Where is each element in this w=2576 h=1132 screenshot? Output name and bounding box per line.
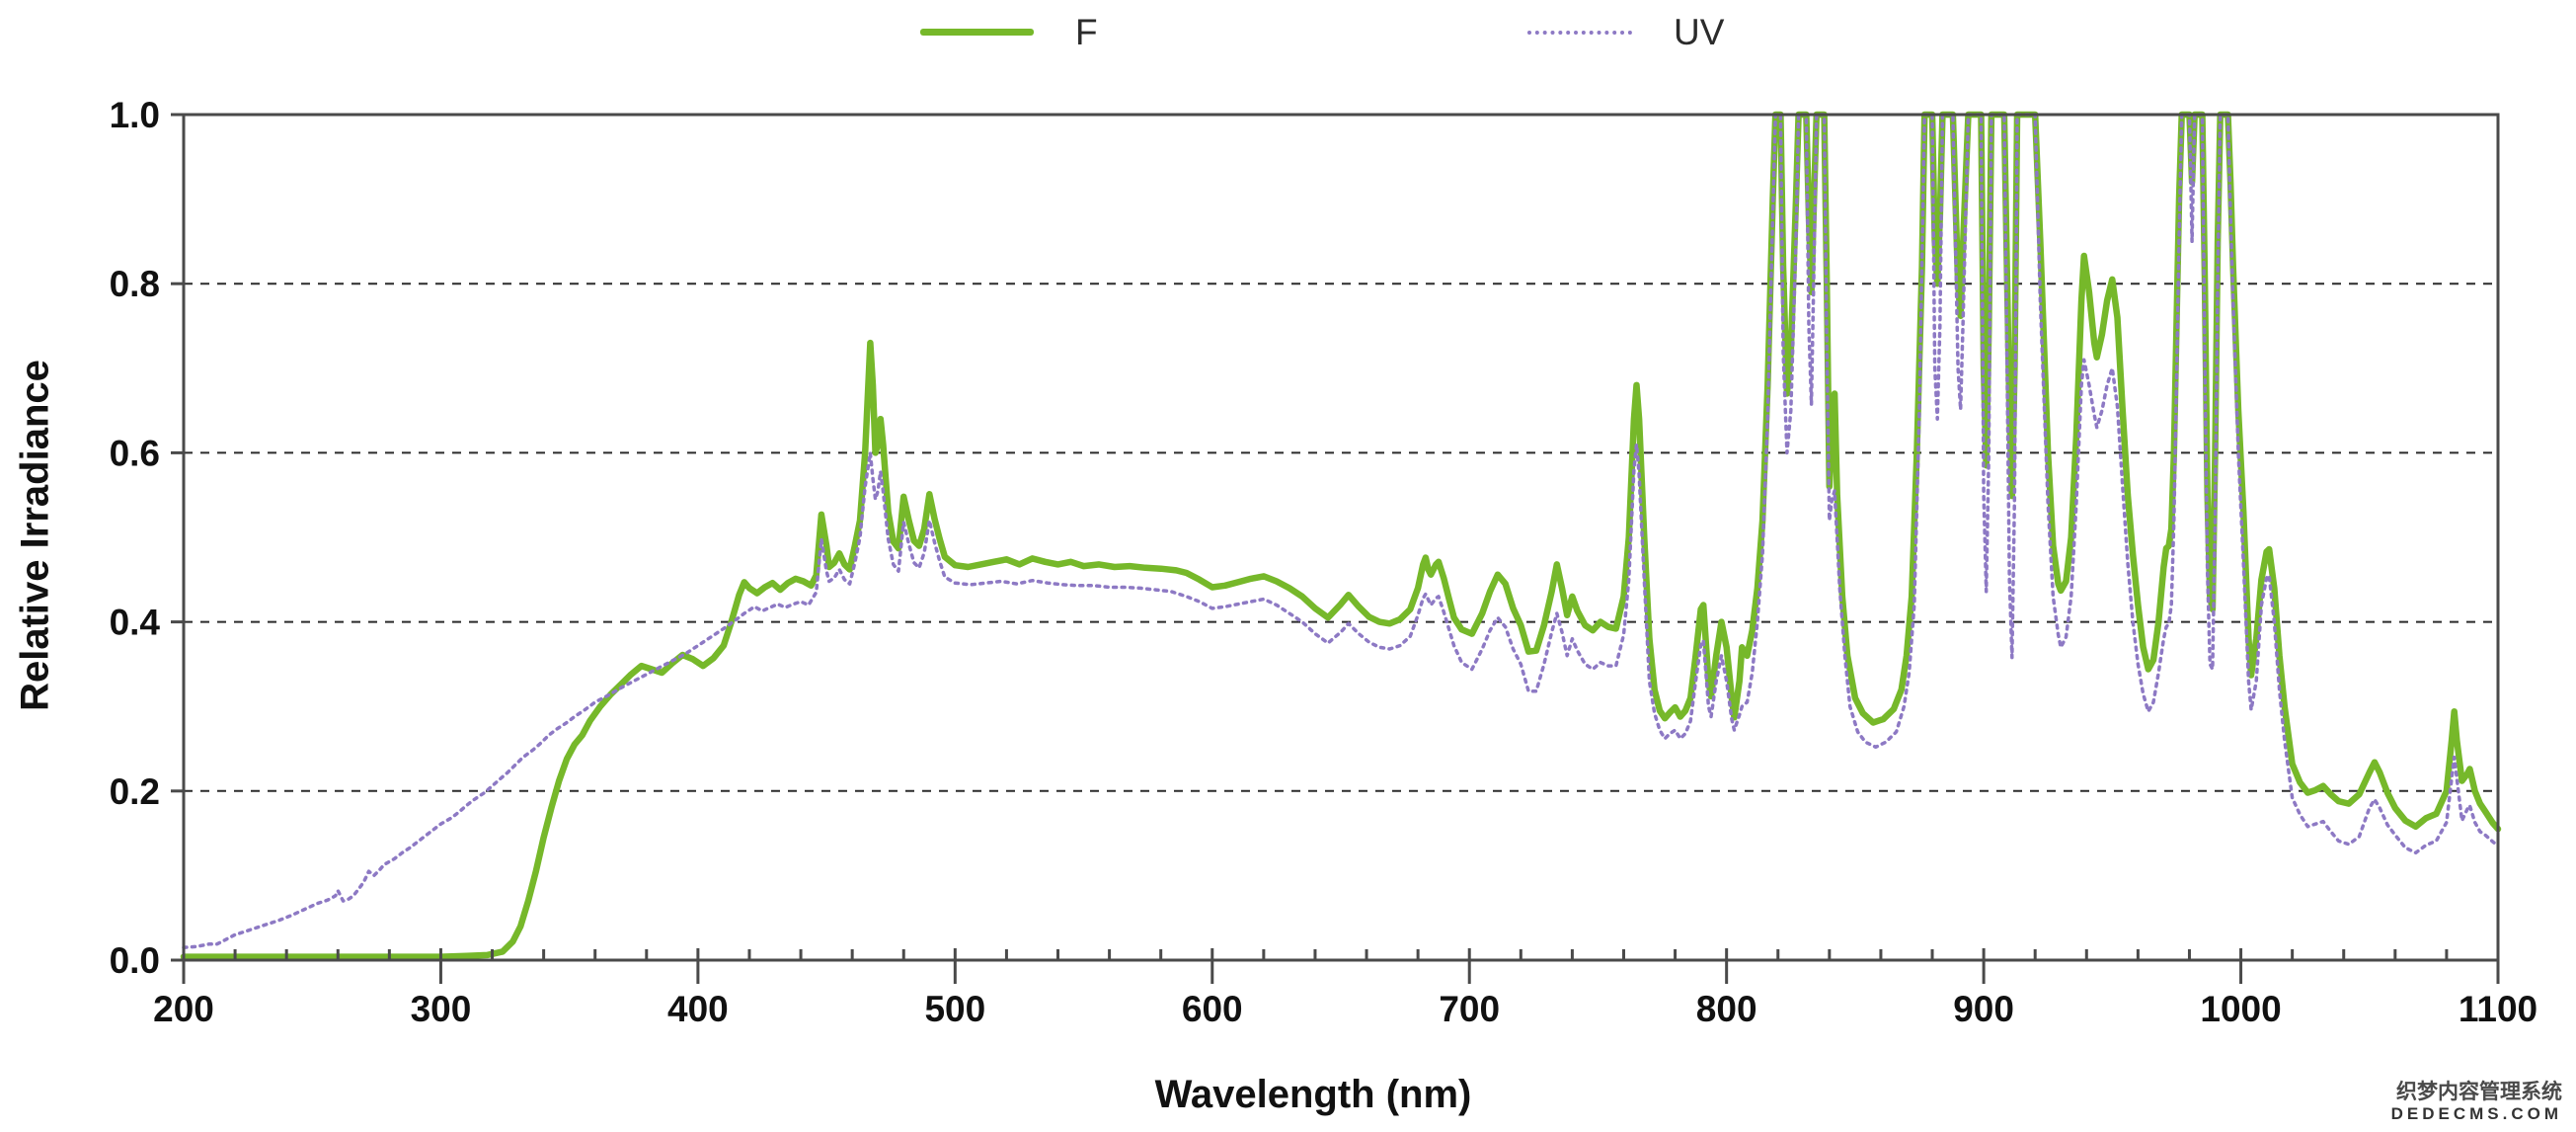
legend-line-f-icon [920,29,1034,36]
x-tick-label-200: 200 [153,989,214,1029]
x-tick-label-300: 300 [411,989,472,1029]
plot-border [182,113,2500,962]
legend-item-f: F [920,14,1098,50]
x-axis-title: Wavelength (nm) [1154,1073,1472,1116]
axis-tick-labels: 200 300 400 500 600 700 800 900 1000 1100 0.0 0.2 0.… [110,95,2538,1029]
legend-label-f: F [1075,12,1098,52]
legend-line-uv-icon [1527,30,1632,35]
y-axis-title: Relative Irradiance [13,360,57,711]
x-tick-label-600: 600 [1182,989,1243,1029]
x-tick-label-900: 900 [1953,989,2014,1029]
watermark-domain-text: DEDECMS.COM [2390,1104,2562,1124]
gridlines [184,283,2498,792]
y-tick-label-0: 0.0 [110,940,160,981]
axis-ticks [171,113,2500,984]
y-tick-label-0.6: 0.6 [110,433,160,473]
legend-label-uv: UV [1674,12,1725,52]
y-tick-label-0.2: 0.2 [110,771,160,812]
series-lines [180,111,2502,960]
x-tick-label-800: 800 [1696,989,1757,1029]
series-F-line [180,111,2502,960]
x-tick-label-1100: 1100 [2459,989,2537,1029]
y-tick-label-0.4: 0.4 [110,603,161,643]
series-UV-line [182,113,2500,949]
y-tick-label-1: 1.0 [110,95,160,135]
x-tick-label-1000: 1000 [2200,989,2281,1029]
legend-item-uv: UV [1527,14,1724,50]
x-tick-label-500: 500 [924,989,985,1029]
x-tick-label-400: 400 [667,989,729,1029]
plot-frame [182,113,2500,962]
watermark: 织梦内容管理系统 DEDECMS.COM [2391,1081,2562,1124]
x-tick-label-700: 700 [1439,989,1500,1029]
watermark-cn-text: 织梦内容管理系统 [2396,1081,2562,1104]
y-tick-label-0.8: 0.8 [110,264,160,304]
